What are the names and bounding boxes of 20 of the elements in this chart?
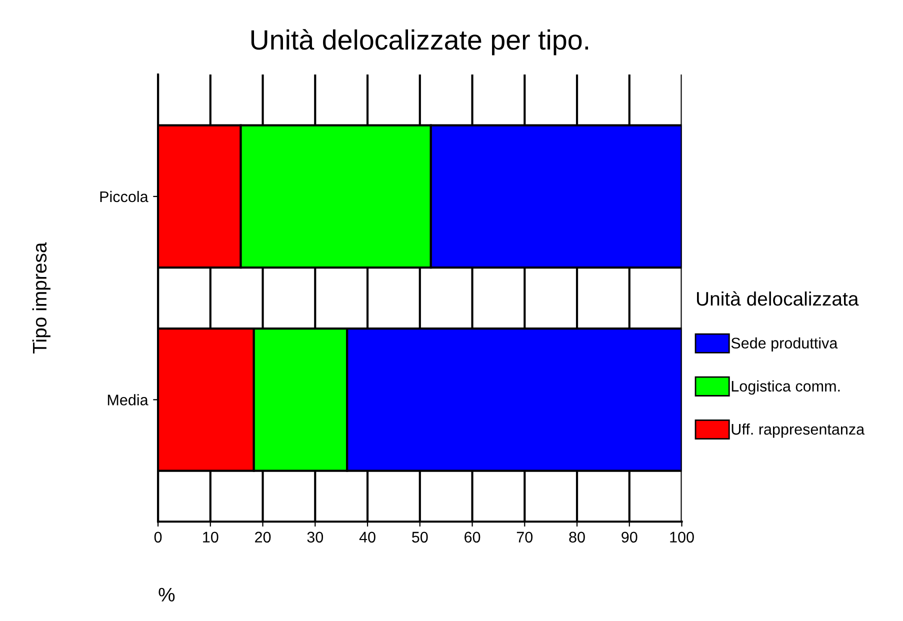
legend-title: Unità delocalizzata bbox=[697, 291, 859, 306]
x-tick-label: 0 bbox=[154, 532, 162, 543]
legend-label: Sede produttiva bbox=[731, 337, 838, 352]
x-tick-label: 100 bbox=[670, 532, 694, 543]
x-tick-label: 10 bbox=[203, 532, 218, 543]
x-axis-title: % bbox=[158, 588, 175, 602]
x-tick-label: 70 bbox=[516, 532, 533, 543]
x-tick-label: 90 bbox=[622, 532, 638, 543]
y-axis-title: Tipo impresa bbox=[32, 242, 50, 354]
legend-label: Logistica comm. bbox=[732, 380, 840, 395]
x-tick-label: 40 bbox=[359, 532, 376, 543]
x-tick-label: 30 bbox=[307, 532, 324, 543]
x-tick-label: 20 bbox=[255, 532, 271, 543]
legend-label: Uff. rappresentanza bbox=[732, 424, 865, 438]
x-tick-label: 60 bbox=[464, 532, 480, 543]
y-tick-label: Piccola bbox=[100, 190, 148, 202]
x-tick-label: 50 bbox=[412, 532, 428, 543]
chart-title: Unità delocalizzate per tipo. bbox=[251, 29, 588, 56]
x-tick-label: 80 bbox=[569, 532, 585, 543]
y-tick-label: Media bbox=[108, 394, 148, 406]
